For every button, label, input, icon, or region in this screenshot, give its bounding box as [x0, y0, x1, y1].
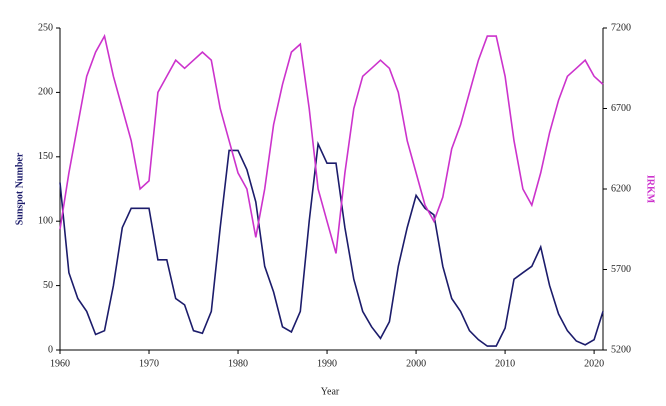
y-tick-label: 250: [38, 22, 53, 33]
x-tick-label: 1970: [139, 358, 159, 369]
x-axis-label: Year: [321, 386, 340, 397]
y2-tick-label: 6700: [611, 103, 631, 114]
x-tick-label: 1960: [50, 358, 70, 369]
x-tick-label: 1990: [317, 358, 337, 369]
y2-tick-label: 5200: [611, 344, 631, 355]
y2-tick-label: 6200: [611, 183, 631, 194]
y-tick-label: 150: [38, 151, 53, 162]
y2-axis-label: IRKM: [645, 175, 656, 204]
y-axis-label: Sunspot Number: [14, 152, 25, 225]
y-tick-label: 200: [38, 87, 53, 98]
x-tick-label: 2020: [584, 358, 604, 369]
y-tick-label: 100: [38, 215, 53, 226]
y-tick-label: 0: [48, 344, 53, 355]
x-tick-label: 2000: [406, 358, 426, 369]
y2-tick-label: 7200: [611, 22, 631, 33]
series-line: [59, 140, 604, 347]
x-tick-label: 1980: [228, 358, 248, 369]
y2-tick-label: 5700: [611, 264, 631, 275]
series-line: [59, 33, 604, 254]
y-tick-label: 50: [43, 280, 53, 291]
x-tick-label: 2010: [495, 358, 515, 369]
